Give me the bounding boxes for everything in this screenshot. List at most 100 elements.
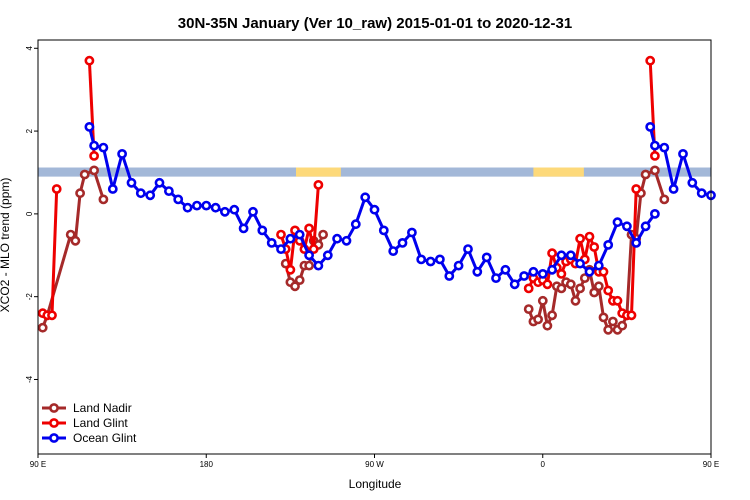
data-point — [556, 283, 567, 294]
data-point — [598, 312, 609, 323]
data-point — [547, 248, 557, 259]
data-point — [322, 250, 333, 261]
data-point — [593, 260, 604, 271]
data-point — [191, 200, 202, 211]
data-point — [117, 148, 127, 159]
data-point — [182, 202, 193, 213]
data-point — [350, 219, 361, 230]
data-point — [668, 184, 679, 194]
data-point — [163, 186, 174, 196]
data-point — [219, 206, 230, 217]
data-point — [472, 266, 483, 277]
data-point — [285, 264, 296, 275]
data-point — [126, 177, 137, 188]
series-layer — [37, 55, 716, 335]
data-point — [70, 235, 81, 246]
data-point — [89, 150, 99, 161]
chart-title: 30N-35N January (Ver 10_raw) 2015-01-01 … — [178, 15, 572, 32]
legend-label: Ocean Glint — [73, 431, 137, 445]
data-point — [444, 271, 455, 281]
data-point — [575, 283, 585, 294]
data-point — [84, 55, 95, 66]
y-tick-label: -2 — [25, 293, 34, 301]
data-point — [388, 246, 399, 256]
data-point — [598, 266, 609, 277]
data-point — [640, 221, 651, 232]
data-point — [650, 165, 660, 176]
data-point — [659, 142, 670, 153]
data-point — [589, 287, 600, 298]
legend-item-1: Land Glint — [42, 416, 128, 430]
data-point — [65, 229, 76, 240]
data-point — [360, 192, 371, 203]
data-point — [145, 190, 156, 201]
data-point — [603, 285, 614, 296]
x-tick-label: 90 E — [703, 460, 719, 469]
data-point — [332, 233, 342, 244]
data-point — [378, 225, 389, 236]
data-point — [37, 322, 48, 333]
data-point — [304, 250, 314, 261]
data-point — [533, 314, 543, 325]
series-line-1-0 — [42, 188, 59, 317]
data-point — [528, 266, 539, 277]
data-point — [89, 165, 99, 176]
y-axis-label: XCO2 - MLO trend (ppm) — [0, 178, 12, 313]
x-tick-label: 180 — [200, 460, 214, 469]
data-point — [547, 310, 557, 321]
data-point — [229, 204, 240, 215]
data-point — [519, 271, 529, 281]
data-point — [98, 142, 109, 153]
data-point — [276, 244, 286, 254]
data-point — [650, 140, 660, 151]
data-point — [318, 229, 328, 240]
data-point — [341, 235, 352, 246]
data-point — [285, 233, 296, 244]
data-point — [626, 310, 637, 321]
legend-item-2: Ocean Glint — [42, 431, 137, 445]
data-point — [584, 231, 595, 242]
legend-swatch-marker — [49, 403, 59, 413]
data-point — [369, 204, 380, 215]
data-point — [238, 223, 249, 234]
data-point — [575, 258, 585, 269]
data-point — [645, 122, 656, 132]
data-point — [547, 264, 557, 275]
x-tick-label: 0 — [541, 460, 546, 469]
data-point — [575, 233, 585, 244]
data-point — [612, 295, 623, 306]
series-1 — [37, 55, 660, 321]
data-point — [565, 250, 576, 261]
data-point — [84, 122, 95, 132]
data-point — [645, 55, 656, 66]
data-point — [542, 320, 553, 331]
data-point — [313, 260, 324, 271]
data-point — [107, 184, 118, 194]
y-tick-label: 0 — [25, 211, 34, 216]
data-point — [603, 324, 614, 335]
legend-item-0: Land Nadir — [42, 401, 132, 415]
data-point — [453, 260, 464, 271]
data-point — [650, 150, 660, 161]
data-point — [579, 273, 590, 283]
data-point — [89, 140, 99, 151]
data-point — [294, 275, 305, 285]
data-point — [589, 242, 600, 252]
data-point — [696, 188, 707, 199]
data-point — [397, 237, 408, 248]
data-point — [565, 279, 576, 290]
data-point — [556, 250, 567, 261]
data-point — [500, 264, 511, 275]
data-point — [481, 252, 492, 263]
data-point — [406, 227, 417, 238]
data-point — [542, 279, 553, 290]
data-point — [51, 184, 62, 194]
data-point — [308, 244, 319, 254]
data-point — [304, 223, 314, 234]
data-point — [47, 310, 57, 321]
y-tick-label: -4 — [25, 375, 34, 383]
legend-label: Land Glint — [73, 416, 128, 430]
data-point — [290, 281, 300, 292]
series-2 — [84, 122, 716, 290]
